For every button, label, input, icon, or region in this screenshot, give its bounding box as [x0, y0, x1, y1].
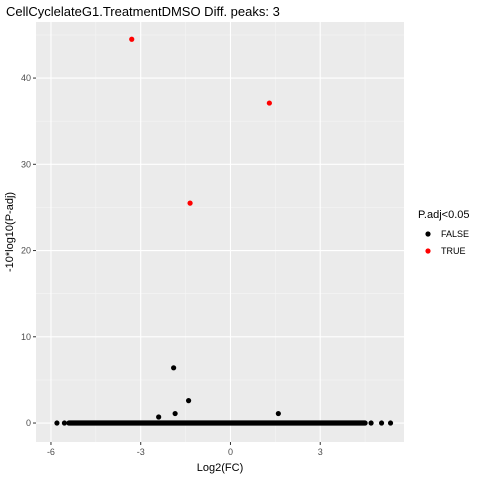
point-false	[368, 420, 374, 426]
point-false	[275, 410, 281, 417]
y-axis-title: -10*log10(P-adj)	[4, 192, 16, 272]
y-tick-label: 20	[21, 246, 31, 256]
x-axis: -6 -3 0 3	[47, 442, 323, 457]
plot-panel	[36, 22, 404, 442]
point-false	[185, 398, 192, 404]
point-false	[378, 420, 385, 426]
point-false	[156, 414, 162, 420]
x-tick-label: -3	[137, 447, 145, 457]
point-false	[171, 365, 177, 371]
point-true	[187, 200, 193, 206]
y-axis: 0 10 20 30 40	[21, 73, 36, 428]
data-points	[54, 36, 394, 426]
y-tick-label: 10	[21, 332, 31, 342]
point-false	[172, 410, 178, 417]
point-false	[387, 420, 394, 426]
legend-title: P.adj<0.05	[418, 209, 470, 221]
legend-label-true: TRUE	[441, 246, 466, 256]
y-tick-label: 30	[21, 159, 31, 169]
x-tick-label: 3	[318, 447, 323, 457]
point-true	[129, 36, 135, 42]
y-tick-label: 40	[21, 73, 31, 83]
point-false	[61, 420, 68, 426]
legend-label-false: FALSE	[441, 229, 469, 239]
chart-title: CellCyclelateG1.TreatmentDMSO Diff. peak…	[6, 4, 280, 19]
legend-key-true	[425, 248, 431, 254]
legend-key-false	[425, 231, 431, 237]
legend: P.adj<0.05 FALSE TRUE	[418, 209, 470, 256]
grid-minor	[36, 22, 404, 442]
x-axis-title: Log2(FC)	[197, 462, 243, 474]
point-false	[54, 420, 60, 426]
y-tick-label: 0	[26, 418, 31, 428]
point-true	[266, 100, 272, 106]
x-tick-label: 0	[228, 447, 233, 457]
x-tick-label: -6	[47, 447, 55, 457]
